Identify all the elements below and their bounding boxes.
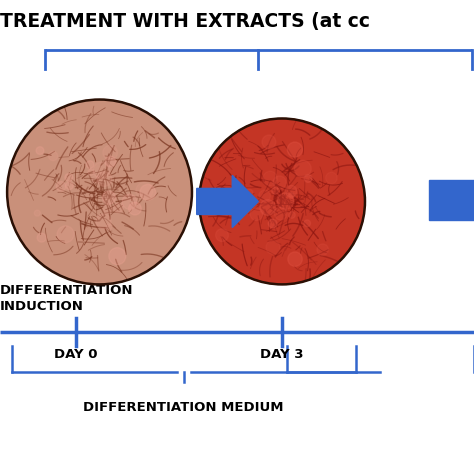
Circle shape: [140, 184, 155, 200]
Circle shape: [287, 142, 302, 157]
Circle shape: [250, 208, 263, 220]
Circle shape: [289, 211, 295, 219]
Circle shape: [128, 202, 141, 215]
Circle shape: [219, 204, 224, 210]
Text: DIFFERENTIATION
INDUCTION: DIFFERENTIATION INDUCTION: [0, 284, 134, 313]
Circle shape: [86, 161, 94, 168]
Circle shape: [326, 172, 337, 184]
Circle shape: [289, 193, 294, 198]
FancyArrow shape: [197, 175, 258, 228]
Circle shape: [304, 174, 312, 182]
Circle shape: [48, 151, 58, 161]
Circle shape: [97, 172, 112, 186]
Circle shape: [216, 229, 228, 242]
Circle shape: [65, 173, 73, 182]
Circle shape: [277, 193, 294, 210]
Circle shape: [109, 247, 126, 264]
Text: DIFFERENTIATION MEDIUM: DIFFERENTIATION MEDIUM: [83, 401, 284, 413]
Text: TREATMENT WITH EXTRACTS (at cc: TREATMENT WITH EXTRACTS (at cc: [0, 12, 370, 31]
Circle shape: [56, 182, 66, 191]
Circle shape: [273, 176, 286, 189]
Circle shape: [317, 244, 328, 255]
Circle shape: [37, 233, 46, 242]
Circle shape: [262, 135, 276, 149]
Circle shape: [245, 189, 253, 197]
Circle shape: [96, 214, 111, 229]
Circle shape: [34, 210, 40, 216]
Circle shape: [92, 176, 99, 183]
Circle shape: [260, 200, 275, 215]
Circle shape: [36, 146, 44, 155]
Circle shape: [114, 203, 123, 212]
Circle shape: [122, 194, 137, 210]
Circle shape: [272, 187, 279, 194]
Circle shape: [259, 190, 270, 201]
Circle shape: [57, 226, 74, 243]
Circle shape: [285, 185, 297, 197]
Circle shape: [294, 160, 311, 177]
Circle shape: [102, 191, 116, 204]
Bar: [429, 180, 474, 220]
Text: DAY 3: DAY 3: [260, 348, 304, 361]
Text: DAY 0: DAY 0: [54, 348, 98, 361]
Circle shape: [199, 118, 365, 284]
Circle shape: [103, 204, 112, 214]
Circle shape: [88, 169, 94, 175]
Circle shape: [288, 252, 302, 266]
Circle shape: [7, 100, 192, 284]
Circle shape: [93, 162, 110, 179]
Circle shape: [105, 156, 116, 167]
Circle shape: [274, 207, 287, 220]
Circle shape: [106, 224, 112, 230]
Circle shape: [136, 182, 153, 199]
Circle shape: [263, 171, 277, 186]
Circle shape: [210, 190, 220, 200]
Circle shape: [65, 182, 73, 190]
Circle shape: [268, 219, 277, 228]
Circle shape: [103, 145, 118, 160]
Circle shape: [266, 240, 280, 255]
Circle shape: [304, 220, 310, 227]
